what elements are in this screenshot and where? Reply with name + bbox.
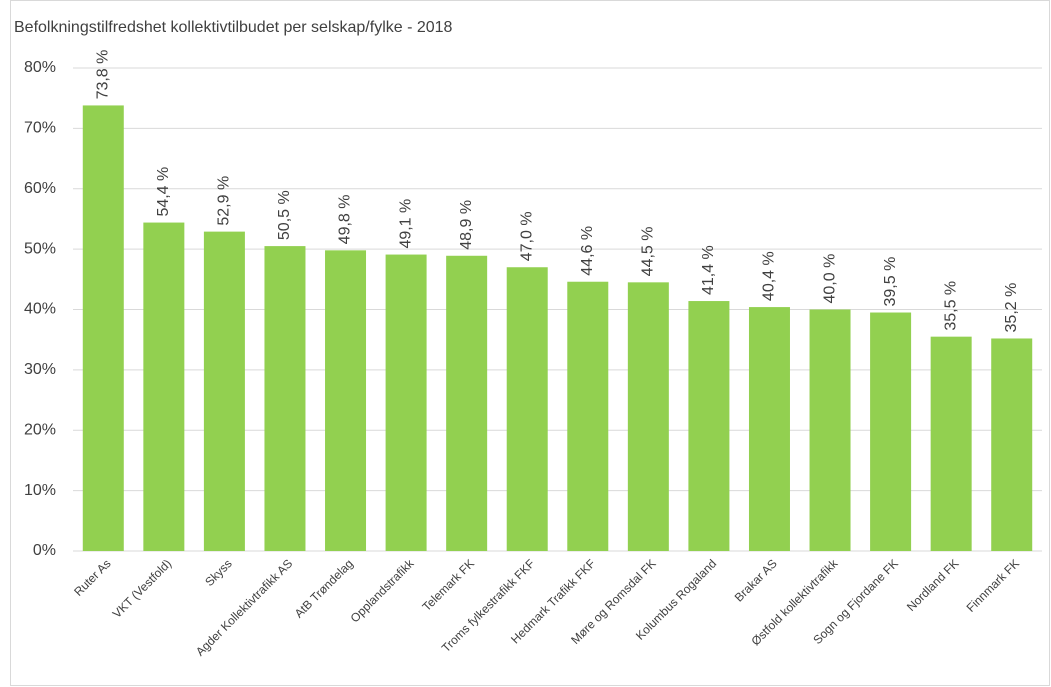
y-tick-label: 80% (24, 59, 56, 76)
bar (446, 255, 488, 552)
bar (688, 301, 730, 551)
bar (506, 267, 548, 551)
value-label: 52,9 % (216, 176, 233, 226)
bar (82, 105, 124, 552)
y-tick-label: 40% (24, 301, 56, 318)
value-label: 47,0 % (518, 211, 535, 261)
bar (567, 281, 609, 551)
x-tick-label: Skyss (202, 556, 235, 589)
value-label: 73,8 % (95, 50, 112, 100)
value-label: 44,5 % (640, 227, 657, 277)
y-tick-label: 50% (24, 240, 56, 257)
x-tick-label: Finnmark FK (964, 556, 1022, 614)
bar (748, 307, 790, 551)
bar (325, 250, 367, 551)
bar (930, 336, 972, 551)
value-label: 48,9 % (458, 200, 475, 250)
x-tick-label: Ruter As (71, 556, 113, 598)
y-tick-label: 60% (24, 180, 56, 197)
x-tick-label: Brakar AS (732, 556, 780, 604)
y-tick-label: 20% (24, 421, 56, 438)
chart-title: Befolkningstilfredshet kollektivtilbudet… (14, 19, 453, 36)
x-tick-label: Telemark FK (419, 556, 477, 614)
x-tick-label: Opplandstrafikk (348, 556, 418, 626)
value-label: 39,5 % (882, 257, 899, 307)
value-label: 35,5 % (942, 281, 959, 331)
y-tick-label: 70% (24, 120, 56, 137)
chart-frame (10, 0, 1050, 686)
x-tick-label: Nordland FK (904, 556, 962, 614)
bar (264, 246, 306, 551)
bar (991, 338, 1033, 551)
y-tick-label: 10% (24, 482, 56, 499)
bar (385, 254, 427, 551)
bar (143, 222, 185, 551)
value-label: 40,0 % (821, 254, 838, 304)
value-label: 44,6 % (579, 226, 596, 276)
y-tick-label: 0% (33, 542, 56, 559)
value-label: 49,8 % (337, 195, 354, 245)
y-tick-label: 30% (24, 361, 56, 378)
bar (870, 312, 912, 551)
bar (627, 282, 669, 551)
x-tick-label: VKT (Vestfold) (110, 556, 174, 620)
value-label: 35,2 % (1003, 283, 1020, 333)
value-label: 40,4 % (761, 251, 778, 301)
value-label: 50,5 % (276, 190, 293, 240)
value-label: 54,4 % (155, 167, 172, 217)
x-tick-label: AtB Trøndelag (292, 556, 356, 620)
bar (809, 309, 851, 551)
value-label: 41,4 % (700, 245, 717, 295)
bar (203, 231, 245, 551)
value-label: 49,1 % (397, 199, 414, 249)
